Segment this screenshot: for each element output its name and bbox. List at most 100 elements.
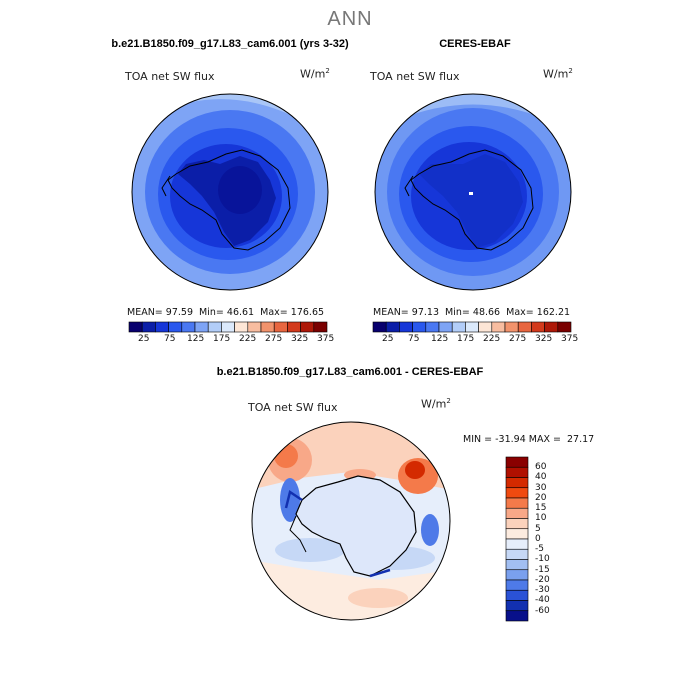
panel-2-polar-map [374,93,572,291]
diff-panel-stats: MIN = -31.94 MAX = 27.17 [463,434,595,445]
panel-1-max: 176.65 [290,307,325,318]
colorbar-tick: 15 [535,503,547,513]
colorbar-tick: -30 [535,585,550,595]
colorbar-cell [399,321,413,333]
colorbar-cell [504,321,519,333]
panel-2-min: 48.66 [472,307,501,318]
colorbar-tick: 25 [382,334,394,344]
colorbar-tick: 25 [138,334,150,344]
colorbar-cell [505,497,529,509]
diff-panel-units: W/m2 [421,397,451,411]
colorbar-cell [505,456,529,468]
panel-2-colorbar-ticks: 25 75 125 175 225 275 325 375 [372,334,578,348]
colorbar-tick: 75 [164,334,176,344]
colorbar-tick: 0 [535,534,541,544]
colorbar-tick: 60 [535,462,547,472]
panel-1-colorbar [128,321,328,333]
panel-1-mean: 97.59 [165,307,193,318]
diff-colorbar [505,456,529,622]
colorbar-cell [505,559,529,571]
colorbar-tick: -60 [535,606,550,616]
panel-1-min: 46.61 [226,307,255,318]
diff-panel-variable-label: TOA net SW flux [248,401,338,414]
colorbar-tick: 20 [535,493,547,503]
colorbar-tick: -40 [535,595,550,605]
colorbar-cell [505,600,529,612]
panel-2-max: 162.21 [536,307,571,318]
panel-2-stats: MEAN= 97.13 Min= 48.66 Max= 162.21 [373,307,571,318]
panel-1-colorbar-ticks: 25 75 125 175 225 275 325 375 [128,334,334,348]
diff-panel-max: 27.17 [567,434,595,445]
panel-1-stats: MEAN= 97.59 Min= 46.61 Max= 176.65 [127,307,325,318]
colorbar-cell [505,518,529,530]
colorbar-tick: 225 [483,334,501,344]
colorbar-tick: 375 [317,334,335,344]
colorbar-cell [221,321,235,333]
colorbar-tick: -15 [535,565,550,575]
colorbar-cell [412,321,427,333]
colorbar-tick: 125 [431,334,449,344]
colorbar-cell [260,321,275,333]
colorbar-cell [505,548,529,560]
colorbar-cell [544,321,559,333]
colorbar-cell [505,589,529,601]
colorbar-cell [287,321,301,333]
colorbar-cell [531,321,545,333]
colorbar-tick: -5 [535,544,544,554]
panel-1-title: b.e21.B1850.f09_g17.L83_cam6.001 (yrs 3-… [111,38,349,50]
diff-panel-polar-map [251,421,451,621]
colorbar-cell [451,321,466,333]
panel-2-title: CERES-EBAF [439,38,511,50]
colorbar-tick: 5 [535,524,541,534]
colorbar-cell [194,321,209,333]
panel-1-polar-map [131,93,329,291]
colorbar-cell [155,321,169,333]
colorbar-cell [425,321,440,333]
colorbar-tick: -10 [535,554,550,564]
colorbar-cell [505,487,529,499]
main-title: ANN [327,8,373,30]
panel-2-colorbar [372,321,572,333]
colorbar-tick: 275 [509,334,527,344]
colorbar-tick: 10 [535,513,547,523]
colorbar-tick: 40 [535,472,547,482]
colorbar-cell [168,321,183,333]
colorbar-cell [372,321,387,333]
colorbar-tick: 325 [291,334,309,344]
colorbar-tick: 75 [408,334,420,344]
colorbar-cell [300,321,315,333]
colorbar-cell [181,321,196,333]
panel-2-units: W/m2 [543,67,573,81]
colorbar-tick: 325 [535,334,553,344]
panel-2-mean: 97.13 [411,307,439,318]
colorbar-cell [491,321,506,333]
colorbar-tick: 175 [213,334,231,344]
diff-colorbar-ticks: 60 40 30 20 15 10 5 0 -5 -10 -15 -20 -30… [535,456,575,626]
colorbar-cell [505,569,529,581]
colorbar-tick: 30 [535,483,547,493]
diff-panel-min: -31.94 [495,434,526,445]
colorbar-cell [141,321,156,333]
colorbar-cell [478,321,493,333]
colorbar-cell [234,321,249,333]
colorbar-cell [505,507,529,519]
diff-panel-title: b.e21.B1850.f09_g17.L83_cam6.001 - CERES… [216,366,484,378]
colorbar-cell [505,579,529,591]
colorbar-cell [557,321,572,333]
colorbar-cell [207,321,222,333]
colorbar-tick: -20 [535,575,550,585]
colorbar-cell [273,321,288,333]
colorbar-cell [247,321,262,333]
panel-1-units: W/m2 [300,67,330,81]
colorbar-cell [505,528,529,540]
colorbar-cell [128,321,143,333]
colorbar-cell [505,477,529,489]
panel-1-variable-label: TOA net SW flux [125,70,215,83]
colorbar-tick: 375 [561,334,579,344]
colorbar-cell [505,610,529,622]
colorbar-cell [517,321,532,333]
colorbar-cell [385,321,400,333]
colorbar-cell [505,466,529,478]
colorbar-cell [438,321,453,333]
colorbar-cell [313,321,328,333]
